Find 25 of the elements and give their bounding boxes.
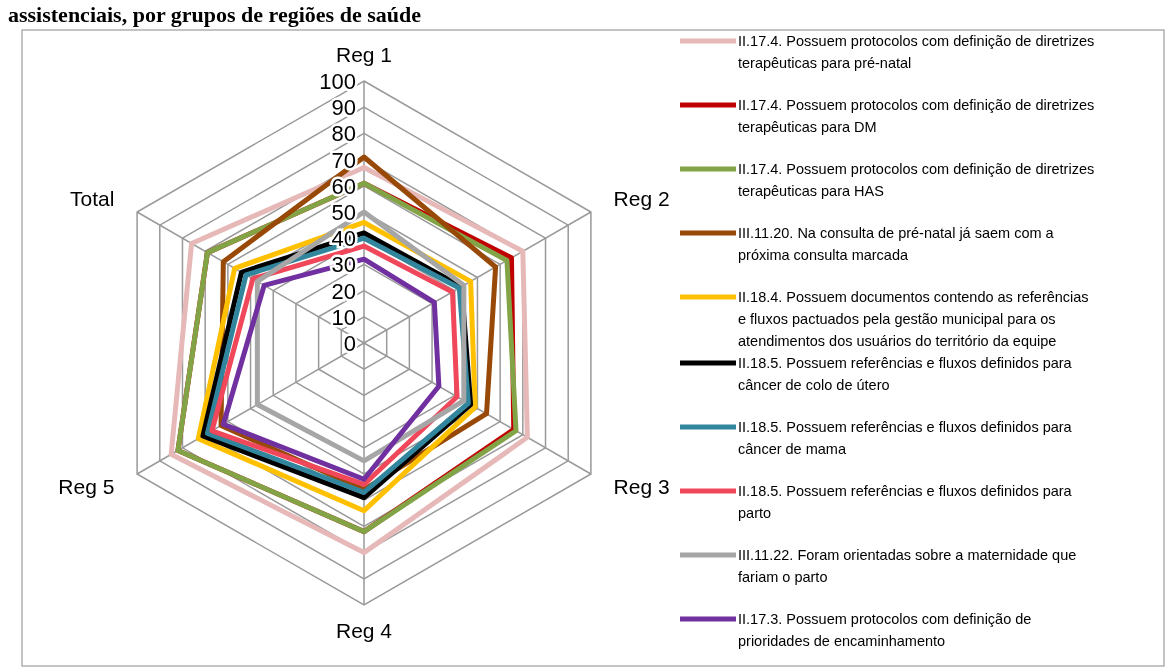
spoke-label: Total xyxy=(70,186,115,210)
y-tick-label: 80 xyxy=(331,121,356,147)
legend-label: II.18.5. Possuem referências e fluxos definidos para parto xyxy=(738,483,1073,521)
y-tick-label: 70 xyxy=(331,147,356,173)
y-tick-label: 100 xyxy=(319,69,356,94)
spoke-label: Reg 4 xyxy=(335,619,393,643)
chart-title: assistenciais, por grupos de regiões de saúde xyxy=(8,2,422,27)
y-tick-label: 50 xyxy=(331,200,356,225)
y-tick-label: 0 xyxy=(343,331,356,356)
legend-label: II.17.4. Possuem protocolos com definição de diretrizes terapêuticas para DM xyxy=(738,97,1095,135)
y-tick-label: 10 xyxy=(331,304,356,330)
legend-label: II.17.4. Possuem protocolos com definição de diretrizes terapêuticas para pré-natal xyxy=(738,33,1095,71)
spoke-label: Reg 5 xyxy=(58,475,115,499)
legend-label: II.18.5. Possuem referências e fluxos definidos para câncer de mama xyxy=(738,419,1073,457)
legend-label: II.17.4. Possuem protocolos com definição de diretrizes terapêuticas para HAS xyxy=(738,161,1095,199)
legend-label: III.11.20. Na consulta de pré-natal já saem com a próxima consulta marcada xyxy=(738,225,1055,263)
legend-label: II.18.4. Possuem documentos contendo as referências e fluxos pactuados pela gestão municipal para os atendimentos dos usuários do território da equipe xyxy=(738,289,1089,349)
spoke-label: Reg 2 xyxy=(613,186,670,210)
spoke-label: Reg 3 xyxy=(613,475,670,499)
y-tick-label: 20 xyxy=(331,278,356,304)
spoke-label: Reg 1 xyxy=(335,42,393,66)
legend-label: III.11.22. Foram orientadas sobre a maternidade que fariam o parto xyxy=(738,547,1077,585)
legend-label: II.18.5. Possuem referências e fluxos definidos para câncer de colo de útero xyxy=(738,355,1073,393)
legend-label: II.17.3. Possuem protocolos com definição de prioridades de encaminhamento xyxy=(738,611,1032,649)
y-tick-label: 90 xyxy=(331,95,356,121)
